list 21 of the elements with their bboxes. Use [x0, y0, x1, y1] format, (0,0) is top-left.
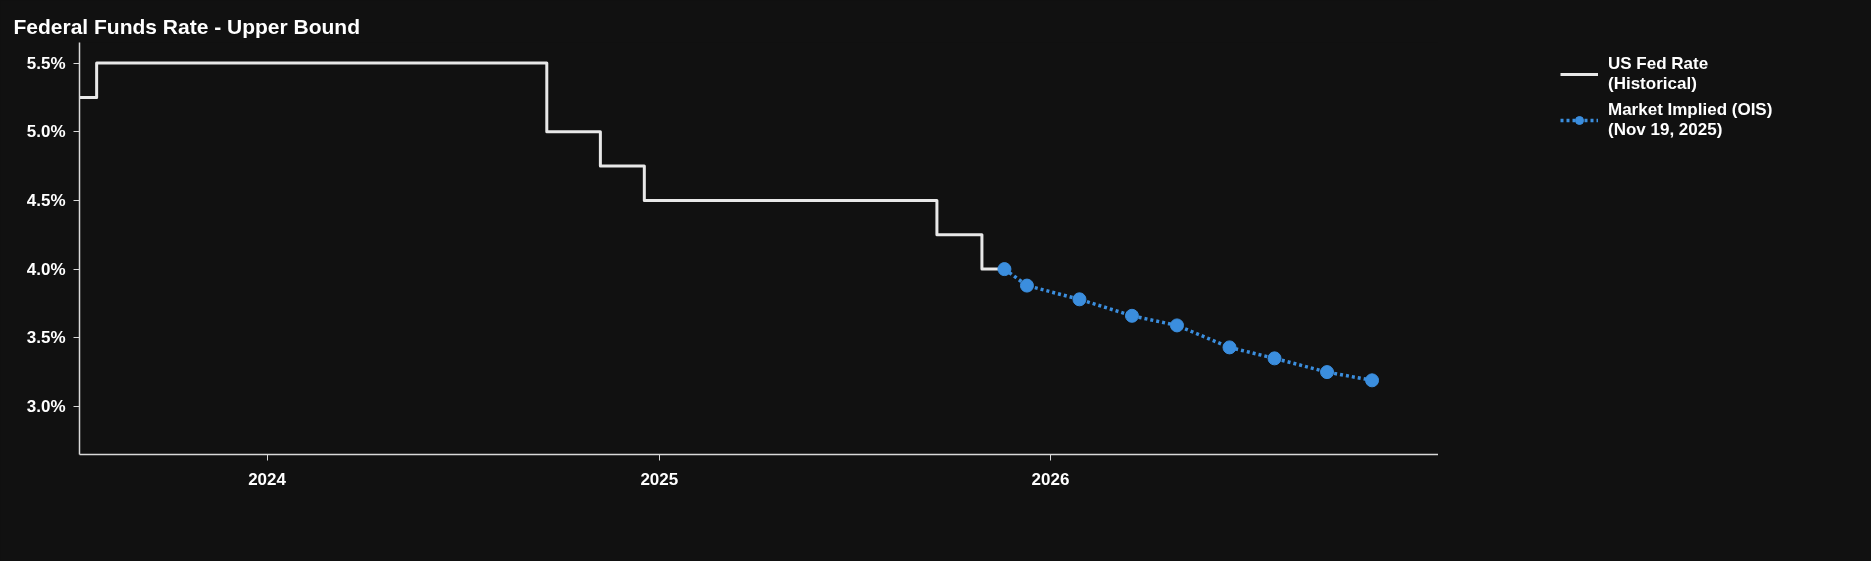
point [1320, 365, 1335, 380]
y-tick-label: 4.0% [26, 259, 66, 279]
y-tick-label: 5.0% [26, 122, 66, 142]
point [1019, 278, 1034, 293]
chart-title: Federal Funds Rate - Upper Bound [13, 14, 361, 38]
point [1222, 340, 1237, 355]
legend-label: Market Implied (OIS) (Nov 19, 2025) [1608, 100, 1773, 140]
point [997, 262, 1012, 277]
legend-label: US Fed Rate (Historical) [1608, 54, 1709, 94]
point [1124, 308, 1139, 323]
point [1365, 373, 1380, 388]
x-tick-label: 2026 [1031, 469, 1070, 489]
y-tick-label: 3.5% [26, 328, 66, 348]
x-tick-label: 2024 [248, 469, 287, 489]
y-tick-label: 5.5% [26, 53, 66, 73]
y-tick-label: 4.5% [26, 190, 66, 210]
point [1072, 292, 1087, 307]
point [1169, 318, 1184, 333]
y-tick-label: 3.0% [26, 396, 66, 416]
x-tick-label: 2025 [640, 469, 679, 489]
point [1267, 351, 1282, 366]
